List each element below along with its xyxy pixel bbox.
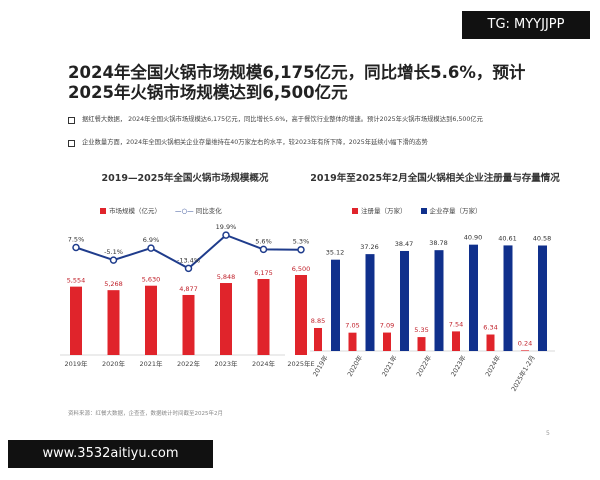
market-size-bar xyxy=(257,279,270,355)
yoy-label: 5.3% xyxy=(293,238,310,246)
right-x-tick: 2020年 xyxy=(345,353,365,378)
registration-label: 7.09 xyxy=(380,322,394,330)
left-x-tick: 2025年E xyxy=(287,359,314,368)
registration-label: 7.05 xyxy=(345,322,359,330)
stock-label: 40.61 xyxy=(498,234,517,242)
market-size-label: 5,554 xyxy=(67,277,86,285)
yoy-label: 6.9% xyxy=(143,236,160,244)
slide-title: 2024年全国火锅市场规模6,175亿元，同比增长5.6%，预计2025年火锅市… xyxy=(68,63,526,102)
legend-yoy: —○— 同比变化 xyxy=(175,207,222,215)
yoy-point xyxy=(259,245,268,254)
stock-label: 38.47 xyxy=(395,240,414,248)
yoy-point xyxy=(72,243,80,252)
registration-label: 8.85 xyxy=(311,317,325,325)
right-chart-title: 2019年至2025年2月全国火锅相关企业注册量与存量情况 xyxy=(310,173,560,184)
yoy-label: -13.4% xyxy=(177,256,200,264)
yoy-point xyxy=(184,264,193,273)
market-size-bar xyxy=(295,275,307,355)
market-size-bar xyxy=(145,285,157,355)
registration-label: 6.34 xyxy=(483,324,497,332)
stock-bar xyxy=(434,250,444,351)
registration-bar xyxy=(348,332,357,351)
yoy-label: 7.5% xyxy=(68,236,85,244)
left-x-tick: 2019年 xyxy=(64,359,88,368)
market-size-bar xyxy=(70,286,82,355)
page-number: 5 xyxy=(546,430,550,437)
stock-label: 37.26 xyxy=(360,243,379,251)
market-size-bar xyxy=(107,290,120,355)
market-size-label: 5,268 xyxy=(104,280,123,288)
source-note: 资料来源：红餐大数据，企查查，数据统计时间截至2025年2月 xyxy=(68,411,223,417)
stock-label: 35.12 xyxy=(326,249,345,257)
registration-label: 5.35 xyxy=(414,326,428,334)
market-size-label: 4,877 xyxy=(179,285,198,293)
legend-stock: 企业存量（万家） xyxy=(420,205,482,215)
left-chart-title: 2019—2025年全国火锅市场规模概况 xyxy=(101,173,269,184)
left-x-tick: 2023年 xyxy=(214,359,238,368)
registration-bar xyxy=(383,332,391,351)
market-size-label: 5,848 xyxy=(217,273,236,281)
stock-bar xyxy=(331,259,340,351)
market-size-label: 6,175 xyxy=(254,269,273,277)
legend-market-size: 市场规模（亿元） xyxy=(100,205,161,215)
right-x-tick: 2025年1-2月 xyxy=(509,354,537,393)
stock-bar xyxy=(469,244,478,351)
yoy-label: 5.6% xyxy=(255,237,272,245)
stock-label: 40.58 xyxy=(533,234,552,242)
bullet-2: 企业数量方面，2024年全国火锅相关企业存量维持在40万家左右的水平，较2023… xyxy=(68,138,562,147)
left-x-tick: 2021年 xyxy=(139,359,163,368)
yoy-point xyxy=(147,244,155,252)
watermark-url: www.3532aitiyu.com xyxy=(8,440,213,468)
registration-bar xyxy=(486,334,495,351)
market-size-bar xyxy=(220,283,232,355)
registration-bar xyxy=(452,331,460,351)
left-x-tick: 2022年 xyxy=(177,359,201,368)
yoy-point xyxy=(297,245,305,254)
yoy-point xyxy=(222,231,230,239)
registration-bar xyxy=(314,327,322,351)
stock-bar xyxy=(538,245,547,351)
right-x-tick: 2021年 xyxy=(379,353,399,378)
right-x-tick: 2024年 xyxy=(483,353,503,378)
right-x-tick: 2022年 xyxy=(414,353,434,378)
left-x-tick: 2024年 xyxy=(252,359,276,368)
yoy-label: 19.9% xyxy=(216,223,237,231)
yoy-label: -5.1% xyxy=(104,248,123,256)
registration-bar xyxy=(521,350,529,351)
market-size-bar xyxy=(182,294,195,355)
registration-label: 0.24 xyxy=(518,339,532,347)
registration-bar xyxy=(417,337,426,351)
stock-label: 38.78 xyxy=(429,239,448,247)
stock-bar xyxy=(400,250,409,351)
stock-bar xyxy=(503,245,513,351)
legend-registrations: 注册量（万家） xyxy=(352,205,407,215)
bullet-1: 据红餐大数据， 2024年全国火锅市场规模达6,175亿元，同比增长5.6%，高… xyxy=(68,115,562,124)
left-x-tick: 2020年 xyxy=(102,359,126,368)
stock-label: 40.90 xyxy=(464,234,483,242)
registration-label: 7.54 xyxy=(449,320,463,328)
right-x-tick: 2023年 xyxy=(448,353,468,378)
watermark-tag: TG: MYYJJPP xyxy=(462,11,590,39)
market-size-label: 6,500 xyxy=(292,265,311,273)
market-size-label: 5,630 xyxy=(142,276,161,284)
stock-bar xyxy=(365,254,375,351)
yoy-point xyxy=(109,256,118,264)
left-legend: 市场规模（亿元） —○— 同比变化 xyxy=(100,205,222,215)
right-legend: 注册量（万家） 企业存量（万家） xyxy=(352,205,482,215)
